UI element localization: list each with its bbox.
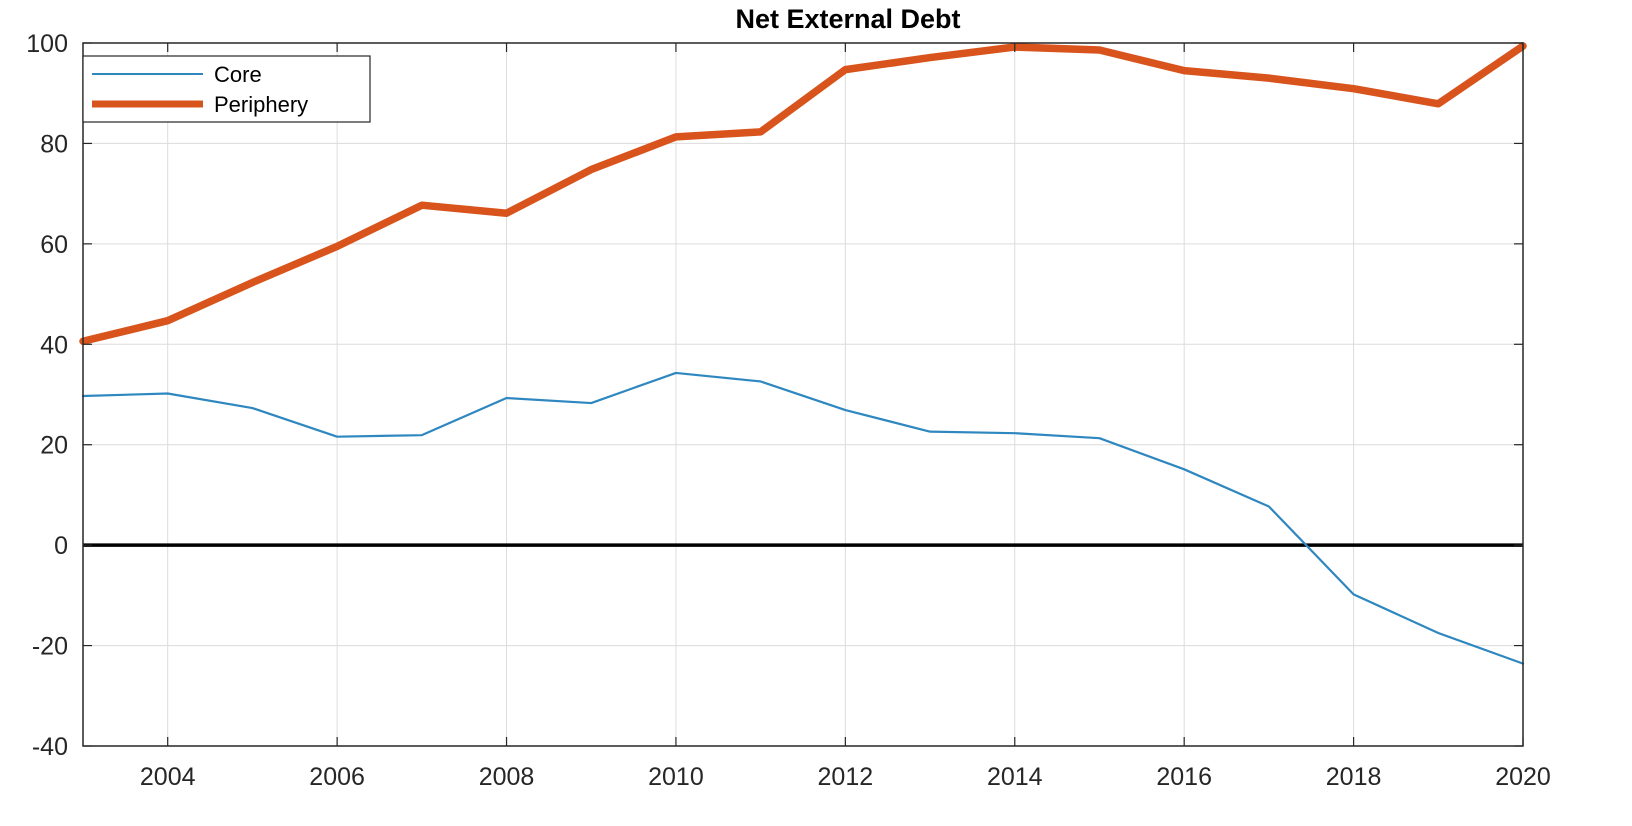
x-tick-label: 2018 xyxy=(1326,763,1382,791)
axis-ticks xyxy=(83,42,1524,747)
legend-label-periphery: Periphery xyxy=(214,92,308,117)
x-tick-label: 2008 xyxy=(479,763,535,791)
x-tick-label: 2006 xyxy=(309,763,365,791)
legend-label-core: Core xyxy=(214,62,262,87)
y-tick-label: 60 xyxy=(40,231,68,259)
grid-lines xyxy=(83,42,1524,747)
y-tick-label: 80 xyxy=(40,130,68,158)
plot-frame xyxy=(82,42,1524,747)
y-tick-label: 20 xyxy=(40,432,68,460)
series-line-core xyxy=(81,371,1525,665)
y-tick-label: 40 xyxy=(40,331,68,359)
x-tick-label: 2016 xyxy=(1156,763,1212,791)
series-lines xyxy=(79,42,1527,665)
x-tick-label: 2010 xyxy=(648,763,704,791)
legend-box xyxy=(82,55,371,123)
legend: Core Periphery xyxy=(82,55,371,123)
x-tick-label: 2004 xyxy=(140,763,196,791)
chart-title: Net External Debt xyxy=(735,4,960,34)
x-tick-label: 2014 xyxy=(987,763,1043,791)
y-tick-label: 100 xyxy=(26,30,68,58)
y-tick-label: -20 xyxy=(32,633,68,661)
y-tick-label: 0 xyxy=(54,532,68,560)
x-tick-label: 2020 xyxy=(1495,763,1551,791)
y-tick-label: -40 xyxy=(32,733,68,761)
axis-tick-labels: 2004 2006 2008 2010 2012 2014 2016 2018 2020 -40 -… xyxy=(26,30,1551,791)
series-line-periphery xyxy=(79,42,1527,346)
x-tick-label: 2012 xyxy=(818,763,874,791)
